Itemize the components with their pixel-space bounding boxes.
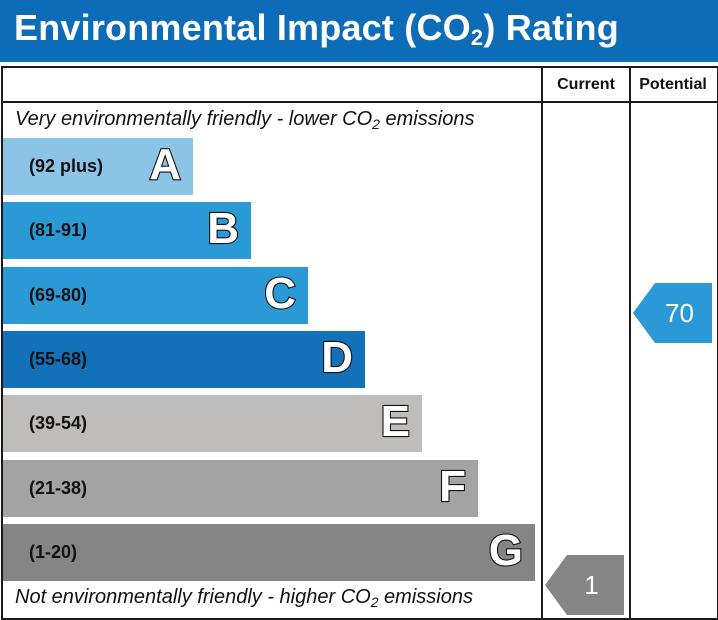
band-letter: B (206, 203, 240, 254)
band-letter: F (438, 461, 467, 512)
top-caption-suffix: emissions (379, 108, 475, 130)
band-letter: C (263, 268, 297, 319)
potential-rating-arrow: 70 (633, 283, 712, 343)
title-bar: Environmental Impact (CO2) Rating (0, 0, 718, 62)
title-prefix: Environmental Impact (CO (14, 7, 471, 48)
band-range-label: (21-38) (29, 478, 88, 498)
band-f: (21-38) F (3, 460, 478, 517)
band-range-label: (81-91) (29, 220, 88, 240)
header-divider (1, 101, 717, 103)
band-c: (69-80) C (3, 267, 308, 324)
current-rating-value: 1 (584, 570, 599, 600)
chart-title: Environmental Impact (CO2) Rating (14, 7, 619, 49)
band-g: (1-20) G (3, 524, 535, 581)
title-suffix: ) Rating (483, 7, 619, 48)
band-letter: A (148, 139, 182, 190)
title-subscript: 2 (470, 25, 484, 50)
potential-column-header: Potential (639, 76, 707, 93)
current-column-header: Current (557, 76, 615, 93)
potential-rating-value: 70 (665, 298, 694, 328)
current-rating-arrow: 1 (545, 555, 624, 615)
band-d: (55-68) D (3, 331, 365, 388)
bottom-caption-prefix: Not environmentally friendly - higher CO (15, 586, 371, 608)
band-range-label: (69-80) (29, 285, 88, 305)
band-e: (39-54) E (3, 395, 422, 452)
band-range-label: (1-20) (29, 542, 78, 562)
band-b: (81-91) B (3, 202, 251, 259)
band-a: (92 plus) A (3, 138, 193, 195)
bottom-caption-sub: 2 (370, 594, 379, 610)
current-arrow-shape (545, 555, 624, 615)
band-letter: G (488, 525, 524, 576)
potential-column-divider (629, 66, 631, 618)
top-caption-prefix: Very environmentally friendly - lower CO (15, 108, 373, 130)
current-column-divider (541, 66, 543, 618)
band-letter: E (380, 396, 412, 447)
band-range-label: (39-54) (29, 413, 88, 433)
bottom-caption-suffix: emissions (378, 586, 473, 608)
potential-arrow-shape (633, 283, 712, 343)
band-range-label: (55-68) (29, 349, 88, 369)
bottom-caption: Not environmentally friendly - higher CO… (15, 586, 473, 609)
top-caption-sub: 2 (372, 116, 380, 132)
band-range-label: (92 plus) (29, 156, 104, 176)
top-caption: Very environmentally friendly - lower CO… (15, 108, 474, 131)
band-letter: D (320, 332, 354, 383)
